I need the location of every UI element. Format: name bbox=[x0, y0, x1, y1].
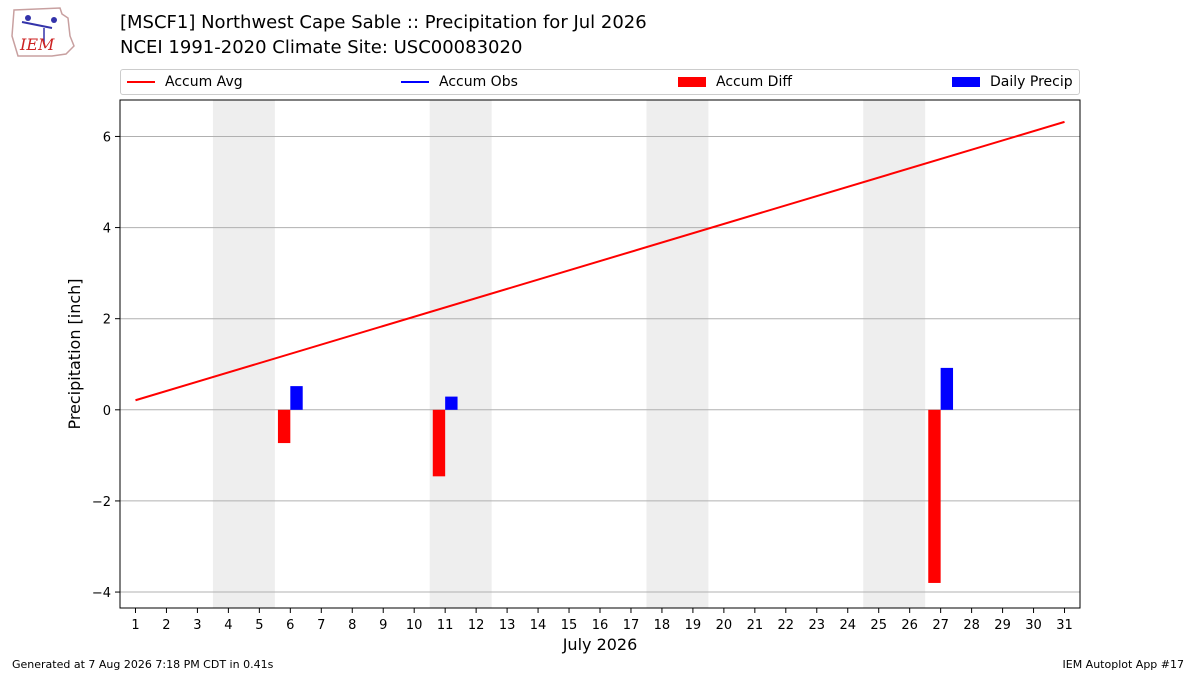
accum-diff-bar bbox=[432, 409, 446, 477]
x-tick-label: 13 bbox=[499, 618, 516, 633]
x-tick-label: 21 bbox=[747, 618, 764, 633]
y-axis-label: Precipitation [inch] bbox=[65, 278, 84, 429]
x-tick-label: 27 bbox=[932, 618, 949, 633]
x-tick-label: 7 bbox=[317, 618, 325, 633]
x-tick-label: 30 bbox=[1025, 618, 1042, 633]
x-tick-label: 9 bbox=[379, 618, 387, 633]
legend-swatch-accum-diff bbox=[678, 77, 706, 87]
y-tick-label: 2 bbox=[103, 313, 111, 328]
x-tick-label: 2 bbox=[162, 618, 170, 633]
x-tick-label: 3 bbox=[193, 618, 201, 633]
chart-legend: Accum Avg Accum Obs Accum Diff Daily Pre… bbox=[120, 69, 1080, 95]
iem-logo: IEM bbox=[8, 6, 80, 58]
x-tick-label: 17 bbox=[623, 618, 640, 633]
x-tick-label: 23 bbox=[809, 618, 826, 633]
x-tick-label: 14 bbox=[530, 618, 547, 633]
y-tick-label: −2 bbox=[92, 495, 111, 510]
y-tick-label: 6 bbox=[103, 130, 111, 145]
x-tick-label: 29 bbox=[994, 618, 1011, 633]
legend-swatch-accum-obs bbox=[401, 81, 429, 83]
x-tick-label: 10 bbox=[406, 618, 423, 633]
plot-frame bbox=[119, 99, 1081, 609]
x-tick-label: 5 bbox=[255, 618, 263, 633]
logo-text: IEM bbox=[19, 35, 55, 54]
legend-accum-obs: Accum Obs bbox=[401, 74, 518, 90]
x-tick-label: 28 bbox=[963, 618, 980, 633]
x-tick-label: 1 bbox=[131, 618, 139, 633]
x-tick-label: 8 bbox=[348, 618, 356, 633]
weekend-band bbox=[646, 100, 709, 608]
weekend-band bbox=[212, 100, 275, 608]
accum-diff-bar bbox=[928, 409, 941, 583]
weekend-band bbox=[429, 100, 492, 608]
x-tick-label: 22 bbox=[778, 618, 795, 633]
x-tick-label: 25 bbox=[870, 618, 887, 633]
x-tick-label: 11 bbox=[437, 618, 454, 633]
legend-accum-diff: Accum Diff bbox=[678, 74, 792, 90]
x-tick-label: 6 bbox=[286, 618, 294, 633]
daily-precip-bar bbox=[445, 396, 458, 410]
accum-diff-bar bbox=[277, 409, 291, 444]
accum-avg-line bbox=[135, 120, 1065, 402]
x-tick-label: 12 bbox=[468, 618, 485, 633]
x-tick-label: 20 bbox=[716, 618, 733, 633]
legend-daily-precip: Daily Precip bbox=[952, 74, 1073, 90]
legend-swatch-accum-avg bbox=[127, 81, 155, 83]
y-tick-label: −4 bbox=[92, 586, 111, 601]
y-tick-label: 4 bbox=[103, 222, 111, 237]
x-tick-label: 15 bbox=[561, 618, 578, 633]
legend-accum-avg: Accum Avg bbox=[127, 74, 243, 90]
footer-app: IEM Autoplot App #17 bbox=[1062, 658, 1185, 671]
x-tick-label: 16 bbox=[592, 618, 609, 633]
daily-precip-bar bbox=[290, 386, 303, 410]
chart-subtitle: NCEI 1991-2020 Climate Site: USC00083020 bbox=[120, 37, 523, 58]
x-tick-label: 18 bbox=[654, 618, 671, 633]
legend-swatch-daily-precip bbox=[952, 77, 980, 87]
footer-generated: Generated at 7 Aug 2026 7:18 PM CDT in 0… bbox=[12, 658, 274, 671]
y-tick-label: 0 bbox=[103, 404, 111, 419]
x-tick-label: 4 bbox=[224, 618, 232, 633]
x-axis-label: July 2026 bbox=[562, 635, 638, 654]
x-tick-label: 24 bbox=[839, 618, 856, 633]
daily-precip-bar bbox=[940, 367, 954, 410]
x-tick-label: 19 bbox=[685, 618, 702, 633]
weekend-band bbox=[863, 100, 926, 608]
x-tick-label: 26 bbox=[901, 618, 918, 633]
chart-title: [MSCF1] Northwest Cape Sable :: Precipit… bbox=[120, 12, 647, 33]
x-tick-label: 31 bbox=[1056, 618, 1073, 633]
